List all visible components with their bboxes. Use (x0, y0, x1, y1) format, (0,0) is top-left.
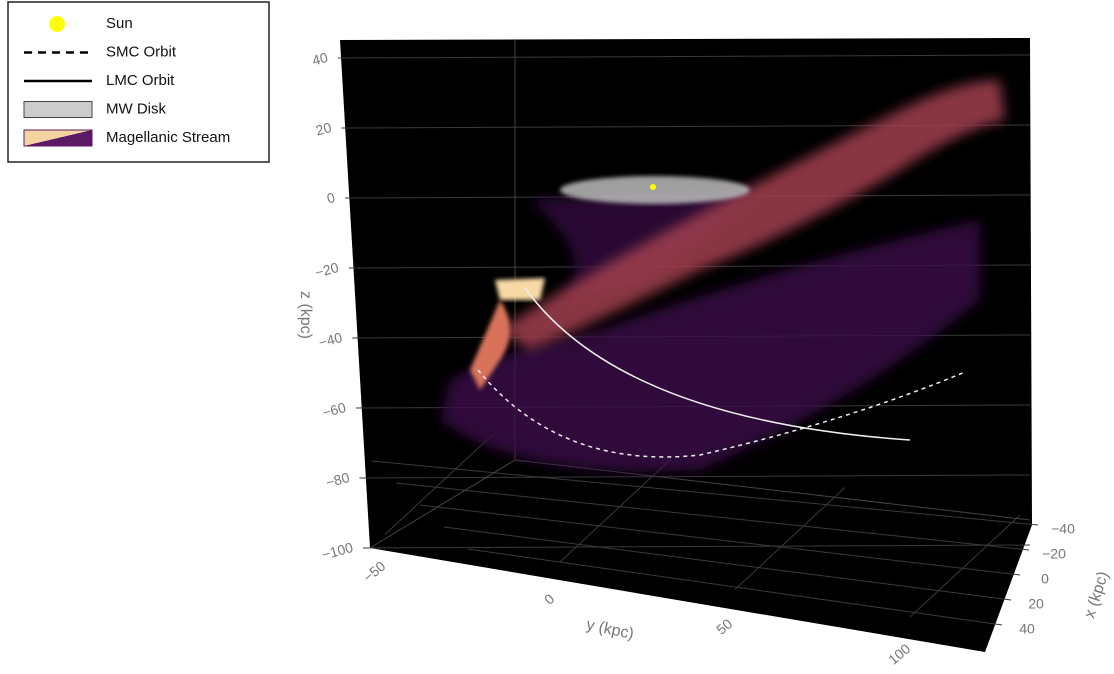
box-edge (514, 459, 1031, 521)
legend-label: Sun (106, 15, 133, 32)
x-grid-line (371, 460, 1039, 526)
x-grid-line (443, 526, 1012, 601)
legend-label: Magellanic Stream (106, 129, 230, 146)
y-tick-label: 0 (541, 590, 557, 607)
y-tick-label: −50 (360, 558, 389, 586)
x-tick-label: 40 (1019, 621, 1035, 637)
lmc-orbit (524, 287, 911, 441)
legend-marker (49, 16, 65, 32)
legend-label: LMC Orbit (106, 72, 175, 89)
y-tick-label: 100 (885, 640, 913, 667)
legend-label: SMC Orbit (106, 43, 177, 60)
legend-label: MW Disk (106, 100, 166, 117)
x-tick-label: −40 (1051, 521, 1075, 537)
z-tick-label: −20 (313, 259, 340, 281)
y-grid-line (559, 459, 671, 563)
x-grid-line (467, 548, 1003, 626)
mw-disk (560, 176, 750, 204)
y-grid-line (384, 432, 496, 535)
z-tick-label: 40 (310, 49, 329, 69)
smc-orbit (477, 369, 966, 458)
z-tick-label: 20 (314, 119, 333, 139)
x-tick-label: 20 (1028, 596, 1044, 612)
legend-items: Sun SMC Orbit LMC Orbit MW Disk Magellanic S… (23, 15, 230, 147)
x-tick-label: 0 (1041, 571, 1049, 587)
z-grid-line (337, 54, 1031, 59)
z-tick-label: −100 (320, 539, 355, 563)
x-tick-label: −20 (1042, 546, 1066, 562)
x-axis-title: x (kpc) (1081, 569, 1112, 620)
sun (650, 184, 656, 190)
z-axis-title: z (kpc) (297, 291, 314, 339)
z-tick-label: −40 (317, 329, 344, 351)
z-tick-label: −60 (320, 399, 347, 421)
x-grid-line (395, 482, 1030, 551)
y-axis-title: y (kpc) (585, 616, 635, 643)
y-tick-label: 50 (713, 615, 735, 637)
legend-marker (23, 129, 93, 147)
x-grid-line (419, 504, 1021, 576)
y-grid-line (909, 514, 1021, 618)
z-grid-line (359, 474, 1031, 479)
z-tick-label: 0 (325, 189, 337, 207)
stream (440, 80, 1005, 472)
box-edge (369, 459, 516, 549)
legend-marker (23, 101, 93, 118)
z-grid-line (362, 544, 1031, 549)
z-tick-label: −80 (324, 469, 351, 491)
